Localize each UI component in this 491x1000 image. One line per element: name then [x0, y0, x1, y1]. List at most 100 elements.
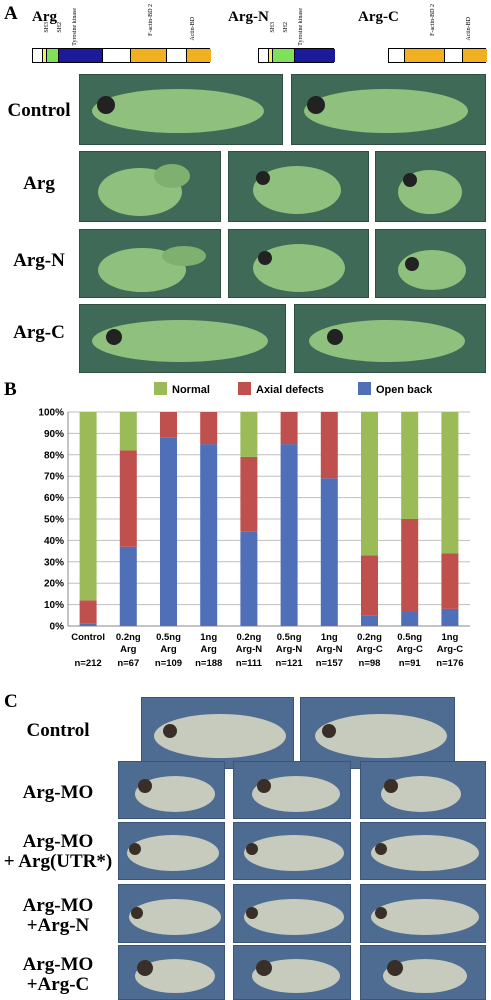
y-tick-label: 100% [38, 408, 64, 419]
y-tick-label: 60% [44, 493, 64, 504]
embryo-photo [360, 822, 486, 880]
bar-segment-normal [79, 412, 97, 601]
bar-segment-axial-defects [320, 412, 338, 479]
panel-b-label: B [4, 379, 17, 400]
bar-segment-open-back [280, 444, 298, 626]
embryo-photo [360, 945, 486, 1000]
embryo-photo [300, 697, 455, 769]
row-label-c-arg-mo: Arg-MO [22, 782, 94, 803]
embryo-photo [375, 229, 486, 298]
bar-segment-normal [119, 412, 137, 451]
y-tick-label: 10% [44, 600, 64, 611]
x-tick-label: 1ng [441, 632, 458, 643]
stacked-bar-chart: 0% 10% 20% 30% 40% 50% 60% 70% 80% 90% 100% Control… [38, 408, 470, 669]
y-tick-label: 0% [50, 622, 65, 633]
row-label-arg-c: Arg-C [13, 322, 65, 343]
sample-size-label: n=188 [195, 658, 222, 669]
panel-a-label: A [4, 3, 18, 24]
sample-size-label: n=176 [436, 658, 463, 669]
sample-size-label: n=111 [236, 658, 263, 669]
bar-segment-axial-defects [441, 553, 459, 609]
embryo-photo [233, 884, 351, 943]
sample-size-label: n=212 [74, 658, 101, 669]
bar-segment-open-back [441, 608, 459, 626]
x-tick-label: 1ng [321, 632, 338, 643]
y-tick-label: 90% [44, 429, 64, 440]
bar-segment-open-back [320, 478, 338, 626]
embryo-photo [228, 151, 369, 222]
embryo-photo [79, 74, 283, 145]
y-tick-label: 40% [44, 536, 64, 547]
domain-label: SH2 [57, 22, 63, 33]
legend-swatch [154, 382, 167, 395]
construct-name-arg-n: Arg-N [228, 9, 269, 25]
embryo-photo [233, 761, 351, 819]
x-tick-label: 0.5ng [156, 632, 181, 643]
x-tick-label: Arg [120, 644, 137, 655]
sample-size-label: n=121 [275, 658, 303, 669]
domain-label: Actin-BD [190, 17, 196, 41]
y-tick-label: 20% [44, 579, 64, 590]
row-label-arg: Arg [23, 173, 55, 194]
x-tick-label: Arg-C [397, 644, 424, 655]
x-tick-label: 0.5ng [277, 632, 302, 643]
bar-segment-open-back [119, 546, 137, 626]
row-label-c-arg-mo-argc: Arg-MO +Arg-C [22, 954, 94, 995]
x-tick-label: Arg-C [437, 644, 464, 655]
bar-segment-open-back [240, 531, 258, 626]
legend-open-back: Open back [358, 382, 432, 396]
bar-segment-open-back [361, 615, 378, 626]
sample-size-label: n=157 [316, 658, 343, 669]
y-tick-label: 70% [44, 472, 64, 483]
embryo-photo [118, 945, 225, 1000]
sample-size-label: n=67 [117, 658, 139, 669]
domain-label: F-actin-BD 2 [430, 4, 436, 36]
embryo-photo [79, 304, 286, 373]
bar-segment-normal [441, 412, 459, 554]
x-tick-label: 0.2ng [236, 632, 261, 643]
row-label-c-arg-mo-argn: Arg-MO +Arg-N [22, 895, 94, 936]
bar-segment-open-back [160, 437, 177, 626]
embryo-photo [360, 884, 486, 943]
bar-segment-normal [361, 412, 378, 556]
domain-label: Tyrosine kinase [298, 8, 304, 46]
x-tick-label: Control [71, 632, 105, 643]
legend-swatch [358, 382, 371, 395]
domain-label: Actin-BD [466, 17, 472, 41]
construct-name-arg: Arg [32, 9, 57, 25]
embryo-photo [79, 229, 221, 298]
embryo-photo [360, 761, 486, 819]
embryo-photo [294, 304, 486, 373]
panel-c-label: C [4, 691, 18, 712]
domain-label: SH3 [44, 22, 50, 33]
bar-segment-normal [401, 412, 419, 519]
x-tick-label: Arg-C [356, 644, 383, 655]
domain-label: SH3 [270, 22, 276, 33]
bar-segment-axial-defects [280, 412, 298, 445]
row-label-arg-n: Arg-N [13, 250, 65, 271]
sample-size-label: n=109 [155, 658, 182, 669]
domain-diagram-arg-n [258, 48, 335, 63]
embryo-photo [118, 884, 225, 943]
bar-segment-open-back [200, 444, 218, 626]
bar-segment-axial-defects [401, 519, 419, 612]
sample-size-label: n=91 [399, 658, 422, 669]
embryo-photo [141, 697, 294, 769]
x-tick-label: 1ng [200, 632, 217, 643]
domain-diagram-arg-c [388, 48, 487, 63]
row-label-control: Control [7, 100, 71, 121]
bar-segment-open-back [79, 623, 97, 626]
bar-segment-axial-defects [361, 555, 378, 616]
x-tick-label: Arg [160, 644, 177, 655]
legend-axial-defects: Axial defects [238, 382, 324, 396]
x-tick-label: 0.5ng [397, 632, 422, 643]
embryo-photo [118, 761, 225, 819]
x-tick-label: Arg-N [236, 644, 263, 655]
x-tick-label: 0.2ng [116, 632, 141, 643]
row-label-c-control: Control [26, 720, 90, 741]
legend-swatch [238, 382, 251, 395]
bar-segment-axial-defects [240, 456, 258, 532]
bar-segment-open-back [401, 611, 419, 626]
embryo-photo [233, 945, 351, 1000]
embryo-photo [79, 151, 221, 222]
